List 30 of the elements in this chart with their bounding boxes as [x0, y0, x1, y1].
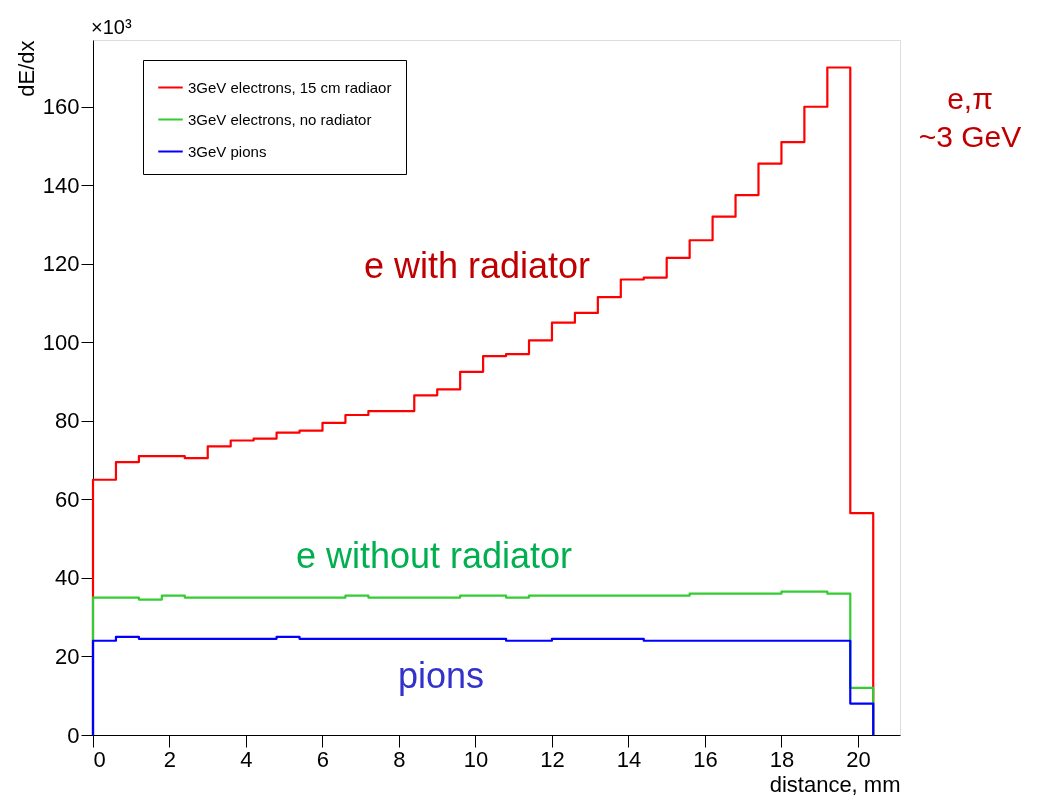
annotation: pions	[397, 655, 485, 696]
y-axis-title: dE/dx	[13, 40, 39, 97]
legend-label: 3GeV pions	[188, 142, 267, 160]
x-tick-label: 16	[693, 746, 718, 772]
text: e,π ~3 GeV	[918, 82, 1022, 153]
y-tick-label: 160	[42, 94, 80, 120]
x-tick-label: 20	[846, 746, 871, 772]
y-tick-label: 20	[55, 643, 80, 669]
x-axis-title: distance, mm	[769, 771, 901, 797]
legend-label: 3GeV electrons, 15 cm radiaor	[188, 78, 392, 96]
annotation: e with radiator	[363, 245, 591, 286]
x-tick-label: 6	[316, 746, 330, 772]
x-tick-label: 8	[393, 746, 406, 772]
y-tick-label: 0	[67, 722, 80, 748]
x-tick-label: 18	[769, 746, 795, 772]
y-tick-label: 100	[42, 329, 80, 355]
annotation: e without radiator	[295, 535, 573, 576]
x-tick-label: 14	[616, 746, 642, 772]
legend-label: 3GeV electrons, no radiator	[188, 110, 372, 128]
x-tick-label: 10	[463, 746, 489, 772]
y-tick-label: 140	[42, 172, 80, 198]
x-tick-label: 4	[240, 746, 253, 772]
text: ×10³	[91, 16, 132, 38]
x-tick-label: 12	[540, 746, 565, 772]
x-tick-label: 0	[93, 746, 106, 772]
y-tick-label: 40	[55, 565, 80, 591]
y-tick-label: 60	[55, 486, 80, 512]
y-tick-label: 120	[42, 251, 80, 277]
x-tick-label: 2	[163, 746, 177, 772]
y-tick-label: 80	[55, 408, 80, 434]
